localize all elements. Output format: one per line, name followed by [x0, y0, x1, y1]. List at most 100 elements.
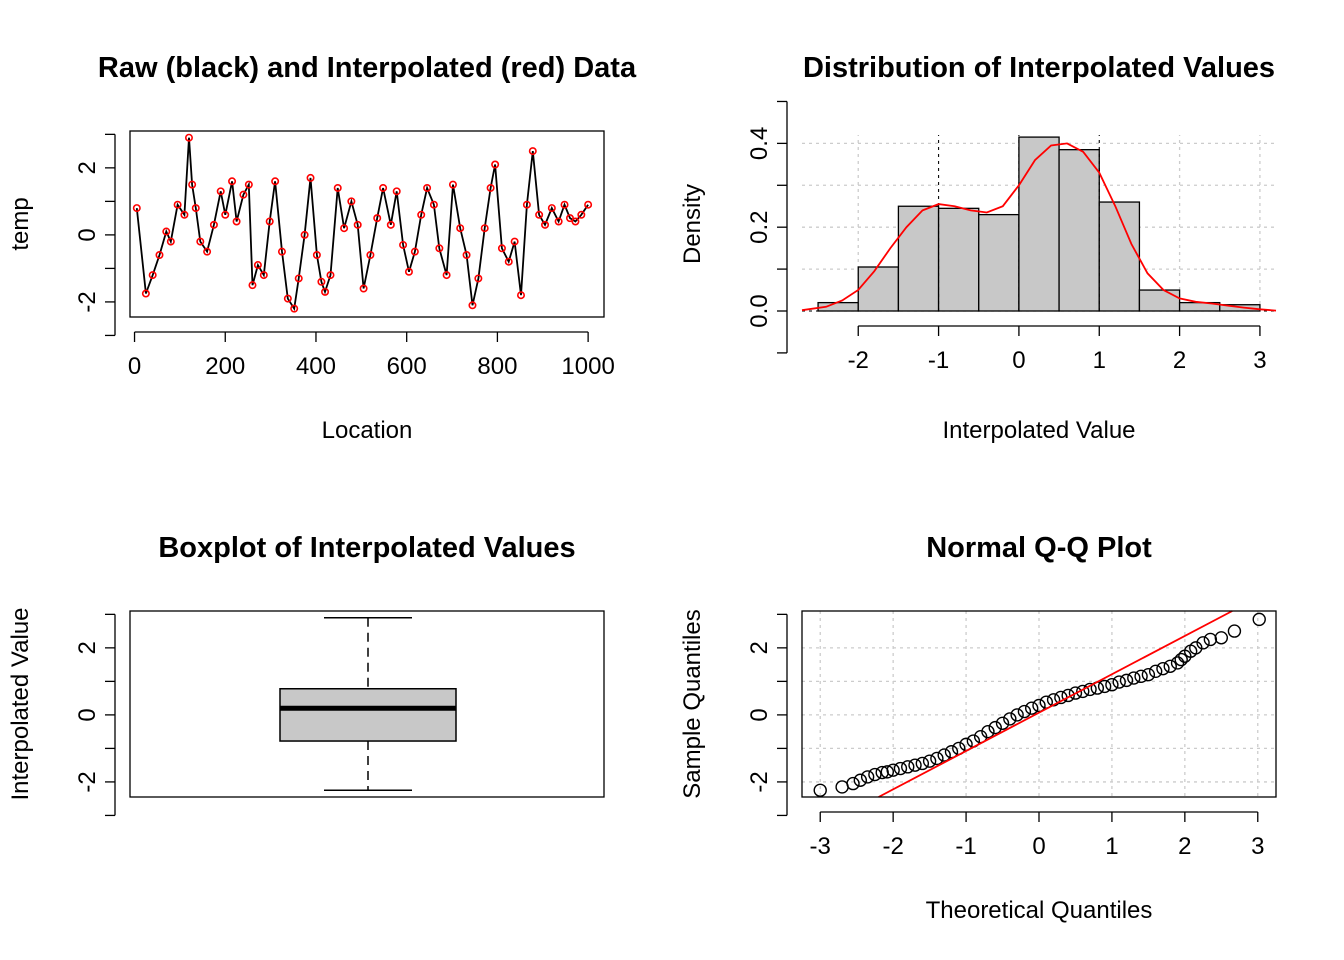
qq-point [880, 765, 895, 779]
x-axis: -2 -1 0 1 2 3 [848, 325, 1267, 374]
interpolated-point [442, 271, 451, 280]
y-axis-label: temp [7, 197, 34, 250]
interpolated-point [232, 217, 241, 226]
qq-point [1141, 667, 1156, 682]
qq-point [1170, 656, 1185, 670]
interpolated-point [283, 294, 292, 303]
interpolated-point [203, 247, 212, 256]
histogram-bar [1138, 289, 1181, 312]
y-tick-label: 2 [74, 161, 101, 174]
y-tick-label: 2 [74, 641, 101, 654]
raw-series-line [135, 137, 589, 312]
qq-reference-line [878, 610, 1233, 798]
interpolated-point [248, 281, 257, 290]
qq-point [1032, 698, 1046, 713]
x-tick-label: 0 [128, 353, 141, 380]
interpolated-point [379, 183, 388, 192]
qq-point [1061, 688, 1075, 703]
qq-point [1097, 679, 1112, 694]
y-axis: -2 0 2 [74, 613, 116, 817]
histogram-bar [937, 207, 980, 312]
interpolated-point [516, 291, 525, 300]
qq-point [1252, 612, 1266, 627]
interpolated-point [435, 244, 444, 253]
interpolated-point [491, 160, 500, 169]
plot-box [129, 610, 605, 798]
x-tick-label: -2 [848, 347, 869, 374]
qq-point [813, 783, 827, 797]
qq-point [1003, 712, 1017, 726]
chart-title: Distribution of Interpolated Values [803, 52, 1275, 84]
x-tick-label: 200 [205, 353, 245, 380]
histogram-bar [1018, 136, 1060, 312]
interpolated-point [148, 271, 157, 280]
interpolated-point [290, 304, 299, 313]
panel-raw-interpolated: Raw (black) and Interpolated (red) Data … [7, 52, 637, 444]
y-tick-label: 0 [74, 708, 101, 721]
interpolated-point [166, 237, 175, 246]
interpolated-point [522, 200, 531, 209]
interpolated-point [326, 271, 335, 280]
interpolated-point [333, 183, 342, 192]
x-tick-label: 600 [387, 353, 427, 380]
x-tick-label: 800 [477, 353, 517, 380]
x-axis: 0 200 400 600 800 1000 [128, 331, 615, 380]
x-tick-label: 0 [1032, 833, 1045, 860]
interpolated-point [312, 251, 321, 260]
interpolated-point [259, 271, 268, 280]
x-tick-label: -1 [955, 833, 976, 860]
qq-point [1156, 661, 1170, 676]
y-axis: 0.0 0.2 0.4 [746, 100, 788, 354]
panel-histogram: Distribution of Interpolated Values Inte… [679, 52, 1277, 444]
boxplot-group [279, 616, 457, 792]
panel-boxplot: Boxplot of Interpolated Values Interpola… [7, 532, 605, 817]
x-tick-label: 400 [296, 353, 336, 380]
grid [802, 611, 1276, 797]
x-tick-label: 1 [1093, 347, 1106, 374]
density-curve-group [801, 142, 1277, 312]
interpolated-point [277, 247, 286, 256]
interpolated-point [340, 224, 349, 233]
interpolated-point [510, 237, 519, 246]
histogram-bars [802, 135, 1276, 312]
interpolated-point [228, 177, 237, 186]
qq-point [1076, 684, 1090, 699]
interpolated-point [271, 177, 280, 186]
qq-point [1017, 704, 1032, 719]
y-tick-label: 0.2 [746, 211, 773, 244]
qq-point [915, 756, 930, 771]
histogram-bar [897, 205, 940, 312]
interpolated-point [399, 240, 408, 249]
qq-point [1214, 631, 1229, 645]
interpolated-point [184, 133, 193, 142]
histogram-bar [857, 266, 900, 312]
interpolated-point [423, 183, 432, 192]
interpolated-point [565, 214, 574, 223]
qq-point [893, 761, 908, 776]
interpolated-point [366, 251, 375, 260]
qq-point [1203, 632, 1218, 647]
interpolated-point [571, 217, 580, 226]
interpolated-point [162, 227, 171, 236]
x-tick-label: 3 [1251, 833, 1264, 860]
qq-point [988, 720, 1002, 735]
qq-point [860, 770, 875, 784]
interpolated-point [474, 274, 483, 283]
y-tick-label: 2 [746, 641, 773, 654]
interpolated-point [584, 200, 593, 209]
qq-point [1227, 624, 1242, 638]
qq-point [937, 748, 951, 762]
y-axis-label: Density [679, 184, 706, 264]
x-tick-label: 2 [1178, 833, 1191, 860]
interpolated-point [196, 237, 205, 246]
density-curve [801, 142, 1277, 312]
x-tick-label: 1000 [561, 353, 614, 380]
qq-point [901, 760, 915, 774]
interpolated-point [429, 200, 438, 209]
interpolated-point [188, 180, 197, 189]
interpolated-point [239, 190, 248, 199]
qq-point [1119, 673, 1134, 688]
x-axis-label: Location [322, 417, 413, 444]
qq-point [908, 758, 922, 772]
interpolated-point [577, 210, 586, 219]
